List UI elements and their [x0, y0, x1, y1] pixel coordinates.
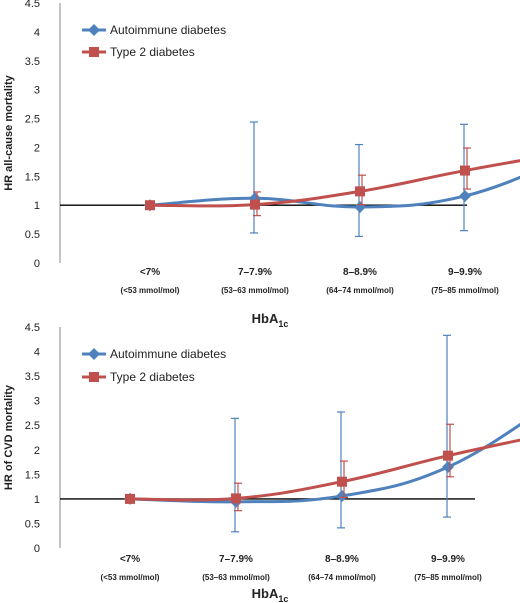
x-tick-label: <7% — [120, 554, 140, 565]
y-tick-label: 1.5 — [25, 171, 40, 183]
data-point — [125, 493, 135, 504]
legend-entry: Type 2 diabetes — [82, 45, 195, 59]
y-tick-label: 2 — [34, 142, 40, 154]
x-tick-sublabel: (<53 mmol/mol) — [101, 573, 160, 582]
y-tick-label: 2.5 — [25, 420, 40, 432]
legend-marker — [89, 47, 99, 57]
y-tick-label: 1.5 — [25, 469, 40, 481]
data-point — [355, 186, 365, 197]
legend-entry: Type 2 diabetes — [82, 370, 195, 384]
data-point — [443, 450, 453, 461]
y-axis-label: HR all-cause mortality — [3, 74, 15, 190]
legend-label: Autoimmune diabetes — [110, 23, 226, 37]
y-tick-label: 4.5 — [25, 322, 40, 334]
y-tick-label: 4.5 — [25, 0, 40, 10]
y-tick-label: 3.5 — [25, 371, 40, 383]
x-tick-label: <7% — [140, 267, 160, 278]
y-tick-label: 2.5 — [25, 114, 40, 126]
y-tick-label: 0.5 — [25, 229, 40, 241]
y-tick-label: 0 — [34, 258, 40, 270]
series-autoimmune — [144, 121, 520, 238]
x-tick-sublabel: (64–74 mmol/mol) — [326, 286, 394, 295]
data-point — [354, 200, 366, 213]
y-tick-label: 0.5 — [25, 518, 40, 530]
legend-label: Autoimmune diabetes — [110, 347, 226, 361]
y-tick-label: 4 — [34, 347, 40, 359]
y-axis-label: HR of CVD mortality — [3, 384, 15, 490]
x-tick-label: 9–9.9% — [431, 554, 465, 565]
y-tick-label: 4 — [34, 27, 40, 39]
data-point — [460, 165, 470, 176]
x-tick-sublabel: (<53 mmol/mol) — [121, 286, 180, 295]
data-point — [336, 489, 348, 502]
data-point — [442, 460, 454, 473]
x-tick-sublabel: (75–85 mmol/mol) — [414, 573, 482, 582]
x-axis-label: HbA1c — [252, 311, 289, 329]
x-tick-sublabel: (75–85 mmol/mol) — [431, 286, 499, 295]
legend-entry: Autoimmune diabetes — [82, 23, 226, 37]
y-tick-label: 3 — [34, 396, 40, 408]
x-tick-label: 7–7.9% — [238, 267, 272, 278]
y-tick-label: 0 — [34, 543, 40, 555]
x-tick-label: 8–8.9% — [343, 267, 377, 278]
x-tick-sublabel: (53–63 mmol/mol) — [221, 286, 289, 295]
y-tick-label: 1 — [34, 494, 40, 506]
x-tick-sublabel: (64–74 mmol/mol) — [308, 573, 376, 582]
y-tick-label: 3.5 — [25, 56, 40, 68]
series-type2 — [145, 147, 520, 217]
y-tick-label: 3 — [34, 85, 40, 97]
series-type2 — [125, 423, 520, 512]
chart-panel-1: 0 0.5 1 1.5 2 2.5 3 3.5 4 4.5 <7% (<53 mmol/mol) 7–7… — [3, 0, 520, 329]
data-point — [231, 493, 241, 504]
y-tick-label: 1 — [34, 200, 40, 212]
legend-marker — [88, 348, 100, 360]
y-tick-label: 2 — [34, 445, 40, 457]
data-point — [145, 200, 155, 211]
x-tick-label: 7–7.9% — [219, 554, 253, 565]
chart-panel-2: 0 0.5 1 1.5 2 2.5 3 3.5 4 4.5 <7% (<53 mmol/mol) 7–7… — [3, 322, 520, 603]
legend-label: Type 2 diabetes — [110, 370, 195, 384]
x-tick-label: 9–9.9% — [448, 267, 482, 278]
data-point — [459, 189, 471, 202]
data-point — [250, 199, 260, 210]
legend-marker — [88, 24, 100, 36]
x-axis-label: HbA1c — [252, 586, 289, 603]
data-point — [337, 476, 347, 487]
legend-marker — [89, 372, 99, 382]
x-tick-label: 8–8.9% — [325, 554, 359, 565]
legend-entry: Autoimmune diabetes — [82, 347, 226, 361]
legend-label: Type 2 diabetes — [110, 45, 195, 59]
x-tick-sublabel: (53–63 mmol/mol) — [202, 573, 270, 582]
series-line — [129, 438, 520, 502]
